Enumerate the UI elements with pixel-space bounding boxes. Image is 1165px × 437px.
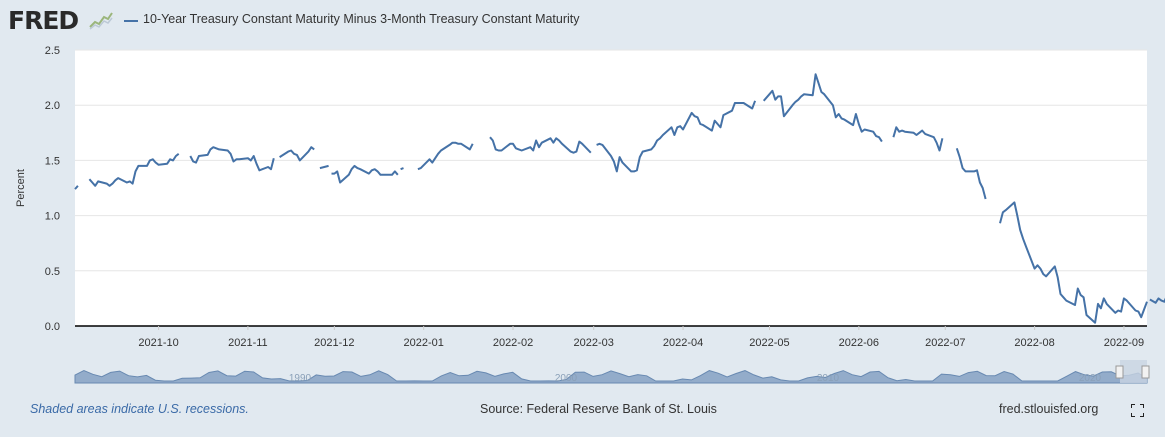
x-tick-label: 2021-11 — [228, 337, 268, 349]
y-tick-label: 1.0 — [45, 211, 60, 223]
line-chart-icon — [89, 10, 113, 30]
site-link[interactable]: fred.stlouisfed.org — [999, 402, 1099, 416]
x-tick-label: 2022-04 — [663, 337, 703, 349]
navigator-window — [1120, 360, 1147, 383]
series-line-segment — [417, 141, 474, 171]
navigator-series-area — [74, 370, 1148, 384]
fred-logo[interactable]: FRED — [8, 6, 79, 35]
series-line-segment — [331, 164, 399, 184]
x-tick-label: 2022-07 — [925, 337, 965, 349]
series-line-segment — [279, 146, 315, 162]
navigator-label: 1990 — [289, 373, 312, 384]
series-line-segment — [74, 185, 79, 190]
series-line-segment — [955, 147, 987, 200]
recession-note: Shaded areas indicate U.S. recessions. — [30, 402, 249, 416]
x-tick-label: 2022-01 — [404, 337, 444, 349]
series-line-segment — [999, 201, 1148, 324]
x-tick-label: 2022-08 — [1014, 337, 1054, 349]
series-line-segment — [319, 164, 329, 170]
legend-label[interactable]: 10-Year Treasury Constant Maturity Minus… — [143, 12, 580, 26]
y-tick-label: 2.5 — [45, 45, 60, 57]
series-line-segment — [489, 136, 592, 154]
source-text: Source: Federal Reserve Bank of St. Loui… — [480, 402, 717, 416]
series-line-segment — [762, 73, 883, 143]
fullscreen-icon[interactable] — [1131, 404, 1144, 417]
y-tick-label: 0.0 — [45, 321, 60, 333]
x-tick-label: 2022-06 — [839, 337, 879, 349]
y-tick-label: 2.0 — [45, 100, 60, 112]
x-tick-label: 2022-05 — [749, 337, 789, 349]
series-line-segment — [189, 146, 275, 172]
navigator-label: 2000 — [555, 373, 578, 384]
navigator-label: 2020 — [1079, 373, 1102, 384]
y-axis-title: Percent — [15, 169, 27, 207]
series-line-segment — [892, 126, 944, 152]
x-tick-label: 2022-09 — [1104, 337, 1144, 349]
x-tick-label: 2021-10 — [138, 337, 178, 349]
y-tick-label: 0.5 — [45, 266, 60, 278]
plot-area — [75, 50, 1147, 326]
series-line-segment — [88, 153, 180, 187]
navigator-handle-left[interactable] — [1115, 365, 1124, 379]
series-line-segment — [400, 167, 404, 171]
navigator-label: 2010 — [817, 373, 840, 384]
x-tick-label: 2022-02 — [493, 337, 533, 349]
x-tick-label: 2021-12 — [314, 337, 354, 349]
y-tick-label: 1.5 — [45, 155, 60, 167]
navigator-handle-right[interactable] — [1141, 365, 1150, 379]
x-tick-label: 2022-03 — [574, 337, 614, 349]
legend-swatch — [124, 20, 138, 22]
series-line-segment — [1149, 297, 1165, 304]
series-line-segment — [596, 100, 757, 173]
